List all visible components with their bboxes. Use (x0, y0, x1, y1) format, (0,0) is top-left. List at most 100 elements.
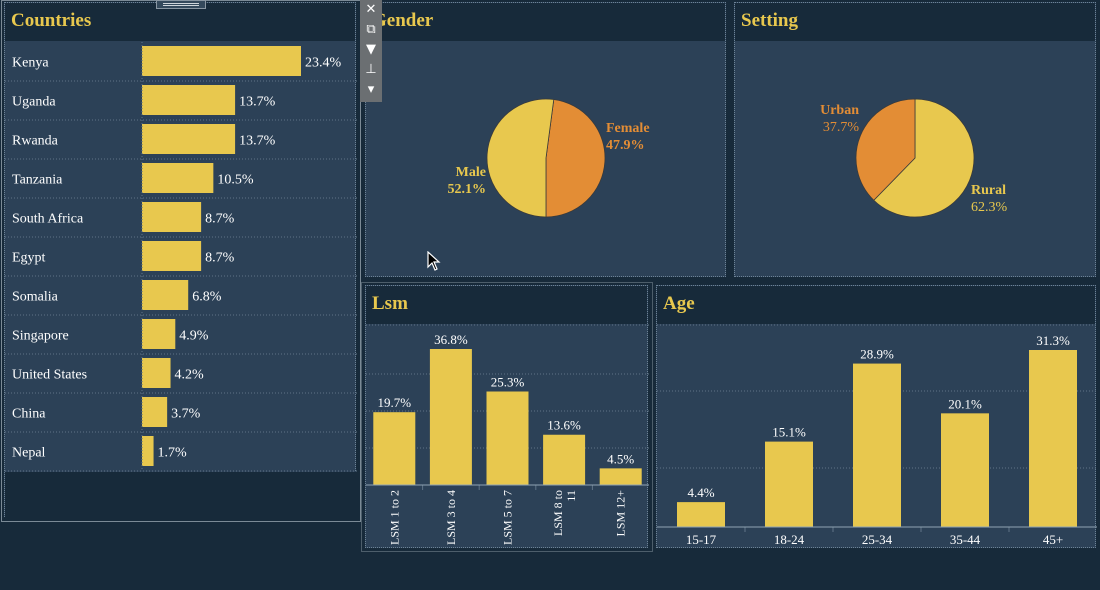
country-label: Kenya (12, 56, 49, 71)
close-icon[interactable]: ✕ (365, 2, 377, 17)
country-value-label: 23.4% (305, 56, 342, 71)
lsm-frame (361, 282, 653, 552)
x-axis-label: 35-44 (950, 532, 981, 547)
bar-value-label: 13.6% (547, 418, 581, 433)
lsm-title: Lsm (366, 286, 647, 324)
bar-value-label: 36.8% (434, 332, 468, 347)
country-bar[interactable] (142, 163, 214, 193)
setting-chart[interactable]: Rural 62.3% Urban 37.7% (735, 3, 1097, 278)
x-axis-label: LSM 8 to (551, 490, 565, 536)
country-value-label: 4.9% (179, 329, 209, 344)
bar-value-label: 20.1% (948, 396, 982, 411)
slice-pct-label: 52.1% (448, 182, 487, 197)
country-label: Rwanda (12, 134, 59, 149)
setting-title: Setting (735, 3, 1095, 41)
country-label: China (12, 407, 46, 422)
age-title: Age (657, 286, 1095, 324)
countries-chart[interactable]: Kenya 23.4% Uganda 13.7% Rwanda 13.7% Tanzania… (5, 3, 357, 518)
gender-title: Gender (366, 3, 725, 41)
x-axis-label: 25-34 (862, 532, 893, 547)
mouse-cursor-icon (427, 251, 441, 271)
country-value-label: 3.7% (171, 407, 201, 422)
x-axis-label: 15-17 (686, 532, 717, 547)
country-value-label: 8.7% (205, 251, 235, 266)
bar[interactable] (486, 391, 529, 486)
bar-value-label: 15.1% (772, 425, 806, 440)
bar[interactable] (677, 502, 725, 527)
lsm-chart[interactable]: 19.7% LSM 1 to 2 36.8% LSM 3 to 4 25.3% LSM 5… (366, 286, 649, 549)
x-axis-label: 11 (564, 490, 578, 502)
country-bar[interactable] (142, 85, 236, 115)
country-bar[interactable] (142, 46, 301, 76)
slice-name-label: Male (456, 165, 486, 180)
bar[interactable] (765, 441, 813, 527)
country-value-label: 4.2% (175, 368, 205, 383)
x-axis-label: LSM 3 to 4 (444, 490, 458, 545)
x-axis-label: 18-24 (774, 532, 805, 547)
country-label: United States (12, 368, 87, 383)
bar-value-label: 25.3% (491, 375, 525, 390)
drag-handle[interactable] (156, 0, 206, 9)
bar[interactable] (543, 434, 586, 485)
x-axis-label: 45+ (1043, 532, 1063, 547)
slice-name-label: Female (606, 121, 650, 136)
countries-empty-area[interactable] (5, 472, 357, 518)
sheet-toolbar: ✕ ⧉ ▼ ⊥ ▾ (360, 0, 382, 102)
age-chart[interactable]: 4.4% 15-17 15.1% 18-24 28.9% 25-34 20.1% 35-44 3… (657, 286, 1097, 549)
slice-pct-label: 47.9% (606, 138, 645, 153)
countries-title: Countries (5, 3, 355, 41)
country-value-label: 8.7% (205, 212, 235, 227)
pie-slice[interactable] (855, 98, 916, 201)
bar[interactable] (941, 413, 989, 527)
more-options-icon[interactable]: ▾ (367, 82, 375, 97)
country-label: South Africa (12, 212, 84, 227)
country-bar[interactable] (142, 436, 154, 466)
bar-value-label: 4.4% (687, 485, 714, 500)
bar-value-label: 28.9% (860, 347, 894, 362)
country-bar[interactable] (142, 202, 202, 232)
slice-name-label: Urban (820, 103, 859, 118)
country-label: Singapore (12, 329, 69, 344)
age-panel[interactable]: Age 4.4% 15-17 15.1% 18-24 28.9% 25-34 20.1% 35… (656, 285, 1097, 549)
country-bar[interactable] (142, 241, 202, 271)
country-bar[interactable] (142, 358, 171, 388)
country-label: Uganda (12, 95, 56, 110)
gender-chart[interactable]: Female 47.9% Male 52.1% (366, 3, 727, 278)
country-value-label: 1.7% (158, 446, 188, 461)
bar[interactable] (1029, 350, 1077, 527)
x-axis-label: LSM 1 to 2 (387, 490, 401, 545)
slice-pct-label: 37.7% (823, 120, 860, 135)
selected-sheet-border (1, 0, 361, 522)
country-bar[interactable] (142, 124, 236, 154)
bar[interactable] (853, 363, 901, 527)
bar[interactable] (429, 349, 472, 485)
slice-name-label: Rural (971, 183, 1006, 198)
lsm-panel[interactable]: Lsm 19.7% LSM 1 to 2 36.8% LSM 3 to 4 25.3% L… (365, 285, 649, 549)
country-value-label: 13.7% (239, 134, 275, 149)
country-value-label: 10.5% (217, 173, 254, 188)
country-bar[interactable] (142, 397, 168, 427)
gender-panel[interactable]: Gender Female 47.9% Male 52.1% (365, 2, 726, 277)
pie-slice[interactable] (873, 98, 975, 218)
bar-value-label: 4.5% (607, 451, 634, 466)
bar[interactable] (373, 412, 416, 485)
x-axis-label: LSM 12+ (614, 490, 628, 537)
country-bar[interactable] (142, 280, 189, 310)
country-label: Tanzania (12, 173, 63, 188)
country-label: Nepal (12, 446, 46, 461)
pie-slice[interactable] (545, 99, 606, 218)
pin-icon[interactable]: ⊥ (365, 62, 377, 77)
setting-panel[interactable]: Setting Rural 62.3% Urban 37.7% (734, 2, 1096, 277)
country-bar[interactable] (142, 319, 176, 349)
country-value-label: 6.8% (192, 290, 222, 305)
country-label: Somalia (12, 290, 59, 305)
open-in-new-icon[interactable]: ⧉ (366, 22, 376, 37)
country-label: Egypt (12, 251, 46, 266)
bar[interactable] (599, 468, 642, 485)
country-value-label: 13.7% (239, 95, 275, 110)
bar-value-label: 31.3% (1036, 333, 1070, 348)
countries-panel[interactable]: Countries Kenya 23.4% Uganda 13.7% Rwanda 13.… (4, 2, 357, 518)
pie-slice[interactable] (486, 98, 555, 218)
bar-value-label: 19.7% (378, 395, 412, 410)
filter-icon[interactable]: ▼ (366, 42, 376, 57)
